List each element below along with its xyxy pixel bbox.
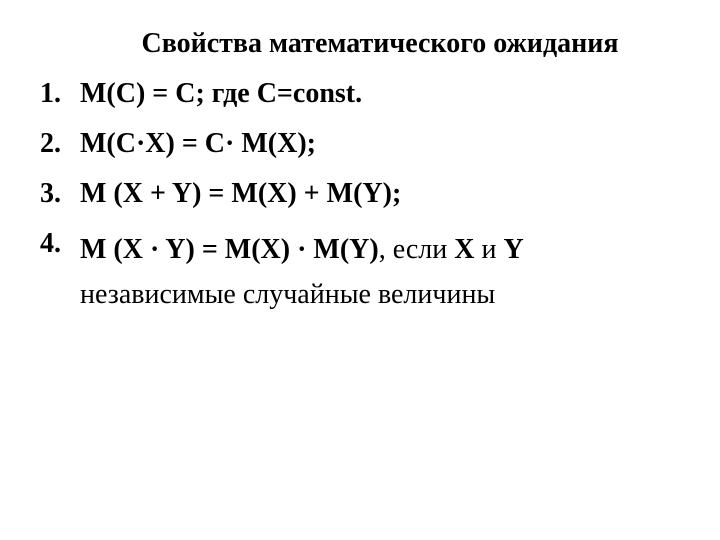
text-line-2: независимые случайные величины xyxy=(80,279,495,310)
list-item: 4. M (X · Y) = M(X) · M(Y), если X и Y н… xyxy=(40,228,680,318)
item-content: M (X · Y) = M(X) · M(Y), если X и Y неза… xyxy=(80,228,680,318)
item-number: 2. xyxy=(40,128,80,160)
variable-y: Y xyxy=(503,234,523,265)
page-title: Свойства математического ожидания xyxy=(40,28,680,60)
item-number: 3. xyxy=(40,178,80,210)
item-content: M(C·X) = C· M(X); xyxy=(80,128,680,160)
item-number: 1. xyxy=(40,78,80,110)
text-segment: , если xyxy=(379,234,455,265)
list-item: 1. M(C) = C; где C=const. xyxy=(40,78,680,110)
item-content: M(C) = C; где C=const. xyxy=(80,78,680,110)
formula-text: M (X · Y) = M(X) · M(Y) xyxy=(80,234,379,265)
variable-x: X xyxy=(454,234,474,265)
item-content: M (X + Y) = M(X) + M(Y); xyxy=(80,178,680,210)
text-segment: и xyxy=(474,234,503,265)
list-item: 3. M (X + Y) = M(X) + M(Y); xyxy=(40,178,680,210)
list-item: 2. M(C·X) = C· M(X); xyxy=(40,128,680,160)
properties-list: 1. M(C) = C; где C=const. 2. M(C·X) = C·… xyxy=(40,78,680,318)
item-number: 4. xyxy=(40,228,80,260)
